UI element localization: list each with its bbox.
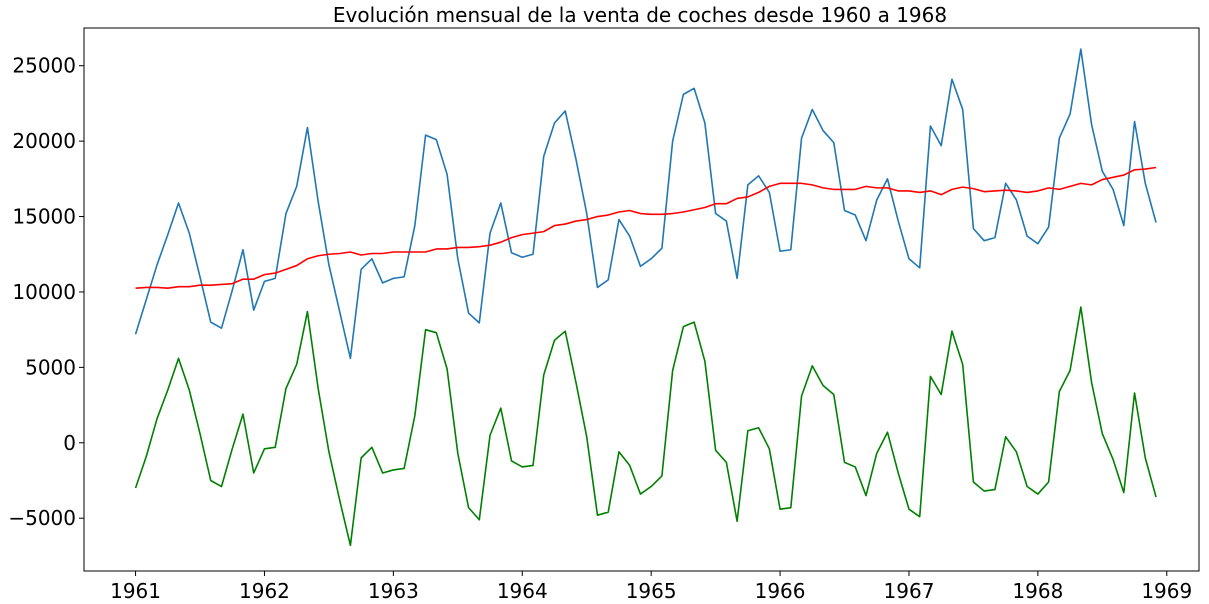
x-tick-label: 1967 bbox=[884, 579, 935, 603]
y-tick-label: 10000 bbox=[12, 280, 76, 304]
x-tick-label: 1966 bbox=[755, 579, 806, 603]
y-tick-label: 20000 bbox=[12, 129, 76, 153]
x-tick-label: 1968 bbox=[1012, 579, 1063, 603]
y-tick-label: 25000 bbox=[12, 54, 76, 78]
series-line-3 bbox=[134, 306, 1157, 547]
x-tick-label: 1963 bbox=[368, 579, 419, 603]
x-tick-label: 1965 bbox=[626, 579, 677, 603]
y-tick-label: 15000 bbox=[12, 205, 76, 229]
x-tick-label: 1969 bbox=[1141, 579, 1192, 603]
y-tick-label: 5000 bbox=[25, 355, 76, 379]
chart-title: Evolución mensual de la venta de coches … bbox=[333, 3, 947, 27]
y-axis: −5000 0 5000 10000 15000 20000 25000 bbox=[8, 54, 84, 530]
x-tick-label: 1964 bbox=[497, 579, 548, 603]
x-tick-label: 1962 bbox=[239, 579, 290, 603]
y-tick-label: 0 bbox=[63, 431, 76, 455]
plot-area bbox=[83, 27, 1200, 572]
series-line-1 bbox=[134, 48, 1157, 360]
series-line-2 bbox=[135, 166, 1157, 289]
x-axis: 1961 1962 1963 1964 1965 1966 1967 1968 1969 bbox=[110, 571, 1192, 603]
series-layer bbox=[134, 48, 1157, 547]
y-tick-label: −5000 bbox=[8, 506, 76, 530]
x-tick-label: 1961 bbox=[110, 579, 161, 603]
